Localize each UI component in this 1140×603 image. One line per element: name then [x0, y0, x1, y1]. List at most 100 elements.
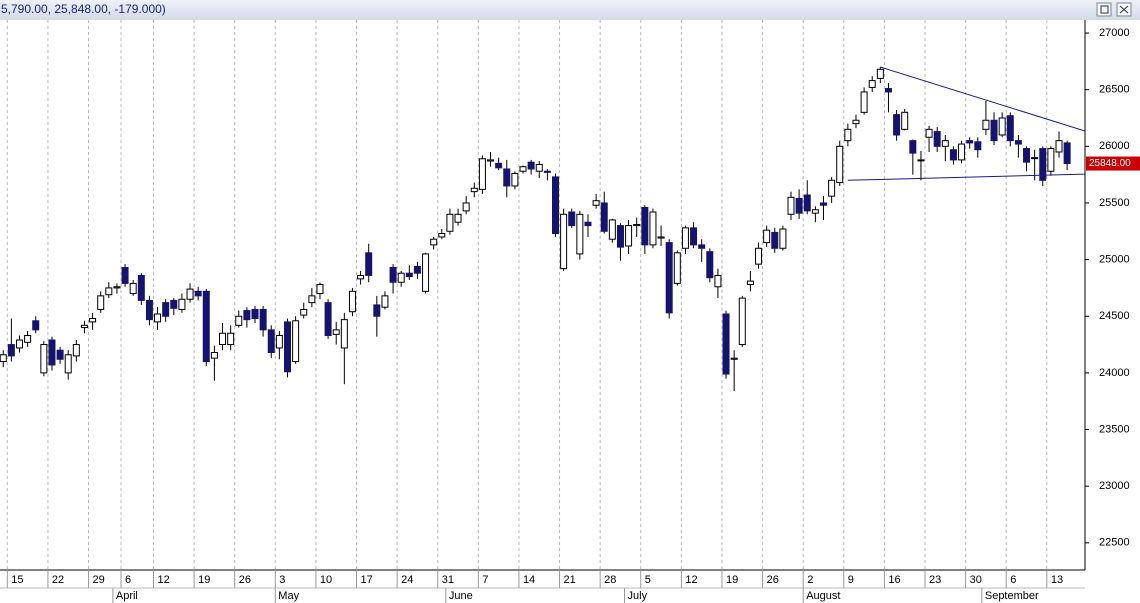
candle-body	[154, 313, 162, 323]
candle-body	[584, 221, 592, 227]
header-text: 5,790.00, 25,848.00, -179.000)	[1, 2, 166, 16]
candle-body	[1055, 140, 1063, 153]
candle-body	[763, 229, 771, 244]
x-tick-label: 22	[52, 574, 64, 586]
candle-body	[332, 329, 340, 335]
candle-body	[56, 349, 64, 360]
x-tick-label: 5	[645, 574, 651, 586]
x-tick-label: 19	[198, 574, 210, 586]
candle-body	[48, 339, 56, 366]
candle-body	[681, 227, 689, 249]
candle-body	[811, 209, 819, 214]
x-tick-label: 23	[929, 574, 941, 586]
candle-body	[397, 272, 405, 283]
candle-body	[275, 334, 283, 349]
trendline	[880, 66, 1086, 132]
x-tick-label: 26	[239, 574, 251, 586]
last-price-label: 25848.00	[1089, 158, 1131, 169]
candle-body	[1031, 157, 1039, 160]
y-tick-label: 22500	[1099, 537, 1130, 549]
y-tick-label: 24500	[1099, 310, 1130, 322]
candle-body	[15, 339, 23, 349]
candle-body	[714, 274, 722, 288]
candle-body	[316, 284, 324, 295]
trendline	[847, 173, 1086, 181]
candle-body	[80, 324, 88, 329]
x-tick-label: 13	[1051, 574, 1063, 586]
candle-body	[641, 206, 649, 246]
candle-body	[868, 80, 876, 88]
x-tick-label: 2	[807, 574, 813, 586]
candle-body	[551, 176, 559, 235]
x-tick-label: 3	[279, 574, 285, 586]
candle-body	[267, 329, 275, 353]
candle-body	[292, 320, 300, 363]
candle-body	[990, 119, 998, 142]
candle-body	[966, 140, 974, 144]
candle-body	[958, 143, 966, 161]
candle-body	[194, 290, 202, 297]
x-tick-label: 9	[848, 574, 854, 586]
candle-body	[227, 332, 235, 346]
x-tick-label: 31	[442, 574, 454, 586]
candle-body	[64, 354, 72, 374]
month-label: August	[806, 590, 840, 602]
candle-body	[145, 299, 153, 321]
candle-body	[625, 225, 633, 247]
x-tick-label: 6	[125, 574, 131, 586]
candle-body	[487, 159, 495, 162]
maximize-icon	[1100, 5, 1109, 14]
month-label: May	[278, 590, 299, 602]
candle-body	[876, 68, 884, 79]
candle-body	[949, 149, 957, 161]
candle-body	[243, 310, 251, 321]
x-tick-label: 30	[970, 574, 982, 586]
y-tick-label: 23500	[1099, 423, 1130, 435]
y-tick-label: 24000	[1099, 367, 1130, 379]
x-tick-label: 14	[523, 574, 535, 586]
candle-body	[1047, 148, 1055, 172]
candle-body	[1039, 148, 1047, 181]
candle-body	[649, 211, 657, 246]
candle-body	[901, 111, 909, 130]
candle-body	[430, 238, 438, 246]
candle-body	[673, 252, 681, 284]
candle-body	[422, 253, 430, 292]
candle-body	[543, 170, 551, 173]
candle-body	[381, 295, 389, 308]
candle-body	[511, 173, 519, 187]
candle-body	[129, 282, 137, 295]
candle-body	[771, 231, 779, 249]
candle-body	[405, 272, 413, 278]
month-label: September	[985, 590, 1039, 602]
candle-body	[616, 225, 624, 248]
x-tick-label: 17	[361, 574, 373, 586]
candle-body	[348, 290, 356, 313]
x-tick-label: 26	[767, 574, 779, 586]
candle-body	[844, 128, 852, 142]
x-tick-label: 7	[482, 574, 488, 586]
candle-body	[365, 252, 373, 276]
candle-body	[860, 91, 868, 113]
candle-body	[568, 211, 576, 227]
candle-body	[162, 302, 170, 317]
maximize-button[interactable]	[1096, 2, 1112, 17]
candle-body	[803, 194, 811, 212]
month-label: July	[628, 590, 648, 602]
x-tick-label: 12	[685, 574, 697, 586]
close-icon	[1119, 5, 1129, 14]
candle-body	[1063, 142, 1071, 165]
y-tick-label: 26500	[1099, 84, 1130, 96]
y-tick-label: 26000	[1099, 140, 1130, 152]
candle-body	[698, 244, 706, 249]
candle-body	[210, 351, 218, 359]
candle-body	[819, 202, 827, 206]
candle-body	[137, 274, 145, 301]
candle-body	[300, 308, 308, 316]
candle-body	[202, 290, 210, 363]
candle-body	[32, 320, 40, 331]
candle-body	[836, 145, 844, 184]
candle-body	[105, 287, 113, 296]
candle-body	[438, 233, 446, 238]
